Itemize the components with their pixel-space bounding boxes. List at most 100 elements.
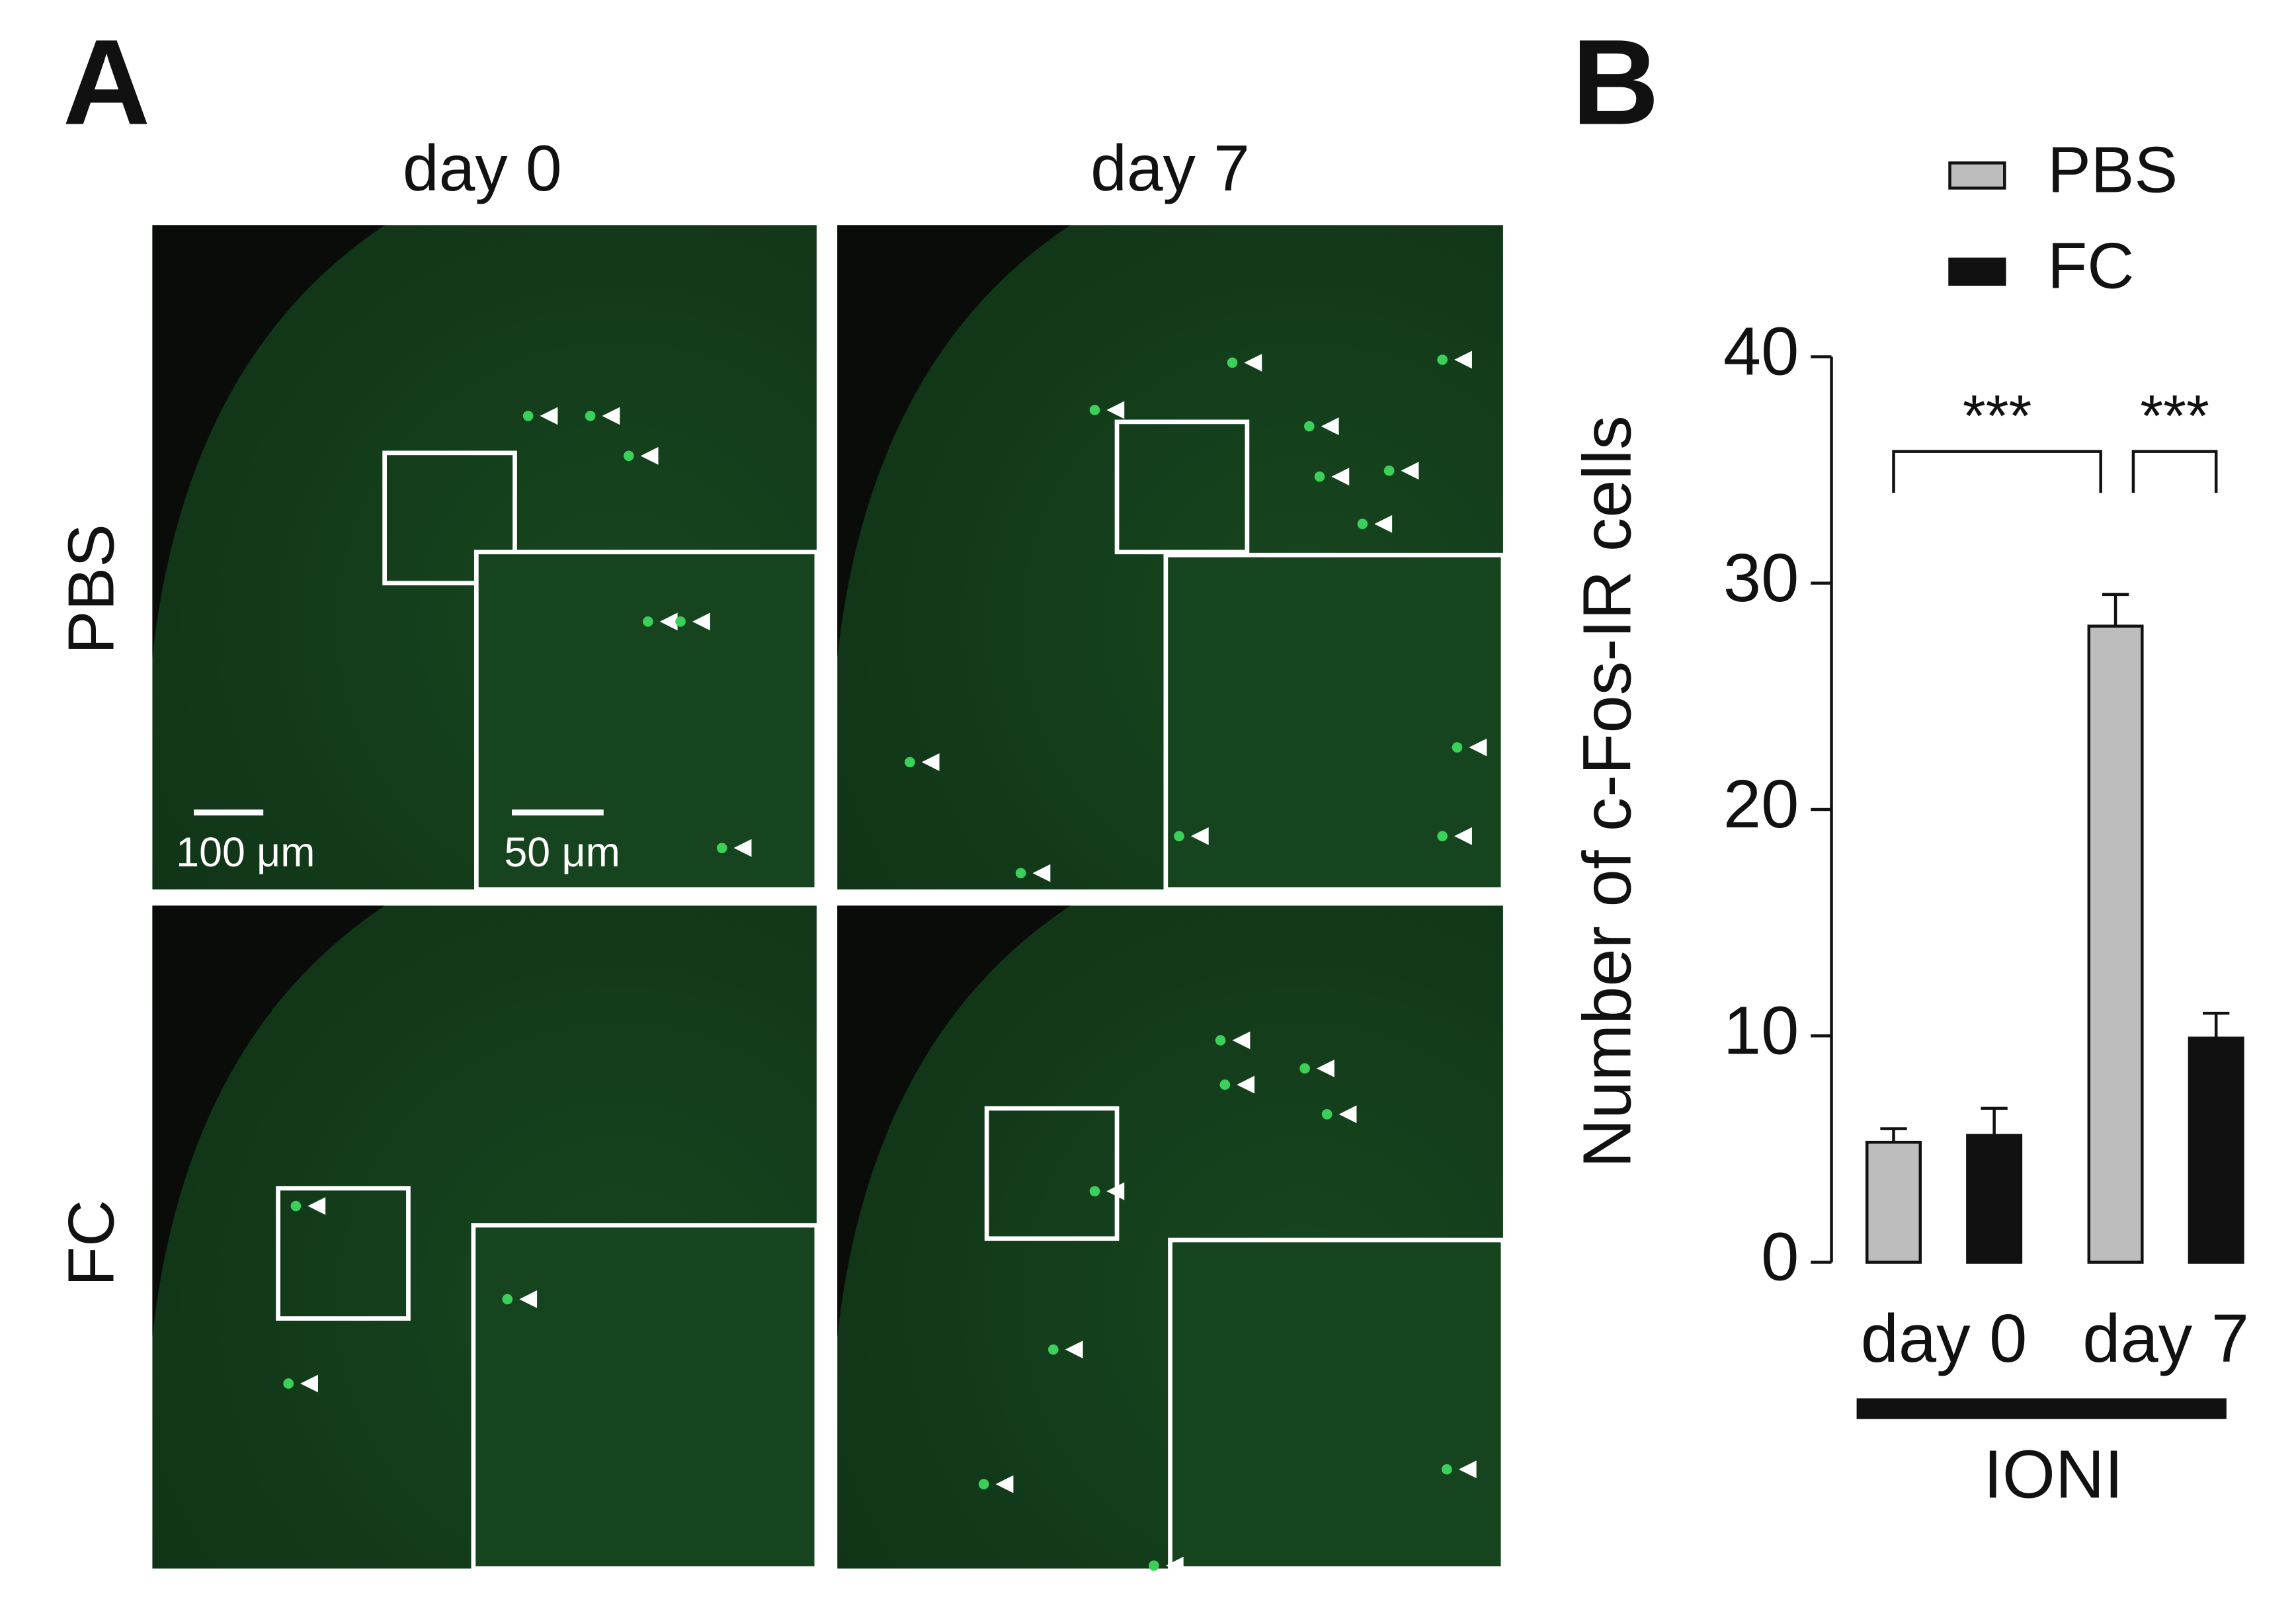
cell <box>1227 357 1238 368</box>
arrowhead <box>540 407 558 425</box>
arrowhead <box>921 753 940 771</box>
cell <box>1047 1344 1059 1355</box>
arrowhead <box>1032 864 1051 882</box>
cell <box>283 1378 294 1389</box>
inset-outline <box>984 1106 1120 1241</box>
cell <box>1314 471 1325 482</box>
column-header: day 7 <box>1090 132 1250 204</box>
column-header: day 0 <box>403 132 562 204</box>
arrowhead <box>692 612 710 631</box>
cell <box>1215 1035 1226 1046</box>
micrographs <box>152 225 1506 1575</box>
y-tick-label: 30 <box>1723 540 1799 616</box>
arrowhead <box>300 1374 318 1393</box>
arrowhead <box>1338 1105 1357 1124</box>
arrowhead <box>1065 1341 1083 1358</box>
arrowhead <box>1232 1031 1250 1050</box>
x-tick-label: day 7 <box>2082 1300 2249 1376</box>
significance-bracket <box>1892 450 2102 493</box>
x-tick-label: day 0 <box>1861 1300 2028 1376</box>
significance-label: *** <box>1963 382 2031 448</box>
cell <box>1321 1109 1332 1120</box>
cell <box>1304 421 1315 432</box>
arrowhead <box>1321 417 1339 436</box>
arrowhead <box>1190 827 1209 845</box>
cell <box>1219 1079 1231 1090</box>
row-header: PBS <box>54 524 127 654</box>
legend-swatch <box>1948 257 2006 286</box>
bar <box>1966 1134 2023 1264</box>
cell <box>585 411 596 421</box>
legend-label: PBS <box>2047 133 2178 206</box>
bar <box>2087 624 2144 1264</box>
cell <box>716 843 727 853</box>
legend-swatch <box>1948 161 2006 190</box>
cell <box>502 1294 513 1305</box>
cell <box>522 411 534 421</box>
arrowhead <box>1331 468 1350 486</box>
arrowhead <box>1317 1059 1334 1077</box>
arrowhead <box>733 839 752 857</box>
cell <box>1015 868 1026 879</box>
scale-bar-label: 50 μm <box>504 829 620 876</box>
arrowhead <box>1237 1075 1255 1094</box>
cell <box>1437 354 1448 365</box>
group-label: IONI <box>1983 1436 2123 1513</box>
cell <box>1442 1464 1452 1475</box>
arrowhead <box>602 407 620 425</box>
inset <box>1168 1237 1506 1571</box>
significance-label: *** <box>2140 382 2209 448</box>
arrowhead <box>308 1197 326 1215</box>
cell <box>1357 519 1368 530</box>
row-header: FC <box>54 1200 127 1286</box>
cell <box>1149 1560 1159 1571</box>
dark-region <box>837 225 1071 657</box>
arrowhead <box>1106 401 1125 419</box>
arrowhead <box>1244 353 1262 372</box>
cell <box>1452 742 1463 753</box>
bar <box>2188 1036 2244 1264</box>
cell <box>1174 831 1184 842</box>
inset <box>473 550 819 892</box>
arrowhead <box>1374 515 1393 533</box>
group-bar <box>1856 1398 2227 1419</box>
cell <box>1089 405 1100 415</box>
cell <box>1437 831 1448 842</box>
cell <box>1089 1186 1100 1197</box>
arrowhead <box>1458 1460 1477 1479</box>
cell <box>904 757 915 768</box>
cell <box>1299 1063 1310 1074</box>
panel-label: B <box>1572 14 1659 149</box>
scale-bar-label: 100 μm <box>176 829 315 876</box>
arrowhead <box>659 612 678 631</box>
arrowhead <box>640 446 659 465</box>
inset-outline <box>276 1186 411 1321</box>
significance-bracket <box>2131 450 2218 493</box>
y-tick-label: 0 <box>1761 1219 1799 1295</box>
inset-outline <box>1114 419 1250 555</box>
arrowhead <box>1454 827 1472 845</box>
dark-region <box>152 905 385 1337</box>
dark-region <box>837 905 1071 1337</box>
inset <box>1163 552 1506 892</box>
bar <box>1866 1140 1922 1264</box>
arrowhead <box>1106 1182 1125 1200</box>
dark-region <box>152 225 385 657</box>
cell <box>643 616 653 627</box>
cell <box>978 1479 989 1489</box>
inset-outline <box>382 450 517 586</box>
y-tick-label: 40 <box>1723 313 1799 390</box>
cell <box>1383 465 1395 476</box>
arrowhead <box>1454 351 1472 369</box>
arrowhead <box>1401 462 1419 480</box>
arrowhead <box>995 1475 1014 1493</box>
y-tick-label: 10 <box>1723 992 1799 1068</box>
cell <box>290 1200 302 1212</box>
cell <box>675 616 686 627</box>
y-axis-label: Number of c-Fos-IR cells <box>1569 415 1645 1168</box>
legend-label: FC <box>2047 229 2134 302</box>
arrowhead <box>1165 1556 1184 1575</box>
y-tick-label: 20 <box>1723 766 1799 842</box>
